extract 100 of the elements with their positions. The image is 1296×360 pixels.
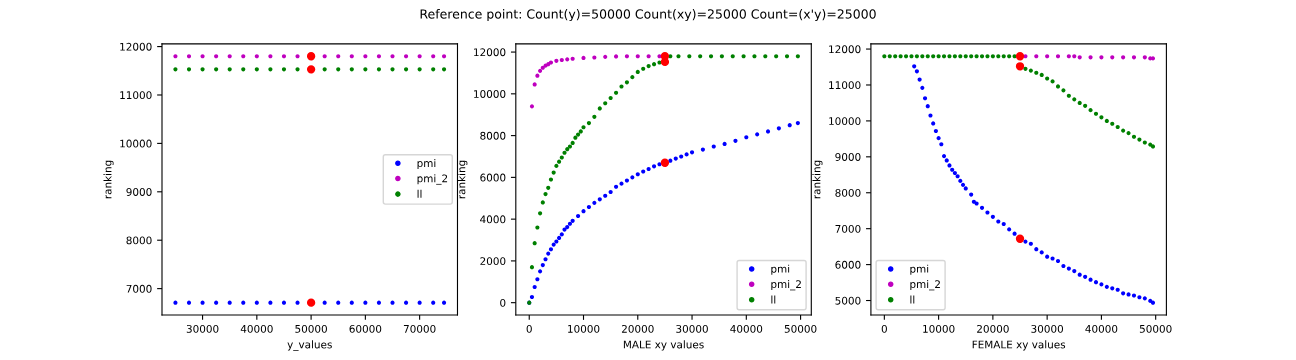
point	[1142, 55, 1147, 60]
point	[887, 54, 892, 59]
point	[557, 235, 562, 241]
point	[979, 54, 985, 59]
legend-label: pmi_2	[910, 279, 940, 291]
point	[646, 54, 651, 59]
point	[529, 104, 535, 109]
point	[608, 189, 613, 195]
point	[281, 54, 287, 59]
point	[1066, 266, 1071, 271]
point	[1007, 227, 1012, 232]
point	[349, 67, 354, 72]
point	[1110, 121, 1115, 126]
point	[787, 123, 792, 128]
y-tick-label: 11000	[120, 91, 152, 100]
x-tick-label: 40000	[240, 324, 273, 333]
y-tick-label: 9000	[835, 153, 861, 161]
point	[431, 54, 436, 59]
x-tick-label: 30000	[1031, 324, 1064, 333]
point	[403, 54, 409, 59]
y-tick-label: 8000	[480, 131, 506, 140]
point	[969, 192, 974, 197]
point	[586, 204, 592, 210]
point	[1083, 103, 1088, 108]
point	[646, 63, 651, 69]
point	[1131, 55, 1137, 60]
point	[651, 164, 657, 169]
legend-label: ll	[910, 295, 915, 304]
point	[752, 54, 757, 59]
point	[186, 67, 192, 72]
point	[641, 169, 646, 174]
y-tick-label: 6000	[835, 260, 861, 269]
point	[565, 57, 570, 62]
point	[1072, 54, 1077, 59]
point	[540, 263, 545, 268]
point	[651, 62, 657, 67]
point	[941, 154, 947, 159]
point	[960, 182, 966, 187]
point	[603, 193, 608, 198]
point	[597, 197, 602, 202]
point	[431, 300, 436, 305]
point	[1045, 54, 1050, 59]
point	[925, 54, 930, 59]
point	[441, 67, 447, 72]
point	[200, 54, 205, 59]
point	[1099, 115, 1104, 120]
point	[925, 104, 930, 109]
point	[336, 300, 341, 305]
x-tick-label: 70000	[403, 324, 436, 333]
point	[920, 85, 925, 90]
point	[376, 300, 382, 305]
point	[630, 75, 635, 80]
point	[431, 67, 436, 72]
point	[1050, 256, 1055, 261]
point	[538, 269, 543, 274]
point	[186, 54, 192, 59]
x-tick-label: 0	[526, 324, 532, 333]
y-tick-label: 4000	[480, 215, 506, 224]
point	[950, 167, 955, 172]
point	[624, 54, 629, 59]
point	[958, 54, 963, 59]
point	[1083, 274, 1088, 279]
point	[557, 159, 562, 164]
point	[559, 155, 564, 160]
point	[931, 121, 936, 126]
point	[958, 178, 963, 183]
point	[173, 54, 178, 59]
point	[241, 54, 246, 59]
point	[603, 101, 608, 106]
point	[755, 132, 760, 137]
point	[914, 69, 919, 74]
point	[730, 54, 735, 59]
point	[1142, 140, 1147, 145]
point	[322, 67, 327, 72]
x-tick-label: 30000	[186, 324, 219, 333]
point	[417, 54, 422, 59]
point	[698, 54, 703, 59]
point	[795, 120, 800, 126]
point	[535, 277, 540, 282]
y-tick-label: 10000	[829, 117, 861, 126]
point	[543, 192, 548, 197]
point	[1015, 52, 1025, 61]
point	[227, 54, 232, 59]
point	[281, 67, 287, 72]
point	[241, 300, 246, 305]
point	[1077, 100, 1082, 106]
point	[306, 65, 316, 74]
point	[613, 54, 619, 59]
point	[952, 170, 957, 176]
point	[1061, 263, 1066, 269]
x-tick-label: 60000	[349, 324, 382, 333]
y-tick-label: 7000	[126, 284, 152, 293]
point	[565, 224, 570, 230]
point	[784, 54, 790, 59]
point	[532, 284, 537, 290]
point	[969, 54, 974, 59]
point	[363, 54, 368, 59]
point	[417, 67, 422, 72]
y-tick-label: 9000	[126, 188, 152, 196]
y-tick-label: 0	[500, 298, 506, 307]
